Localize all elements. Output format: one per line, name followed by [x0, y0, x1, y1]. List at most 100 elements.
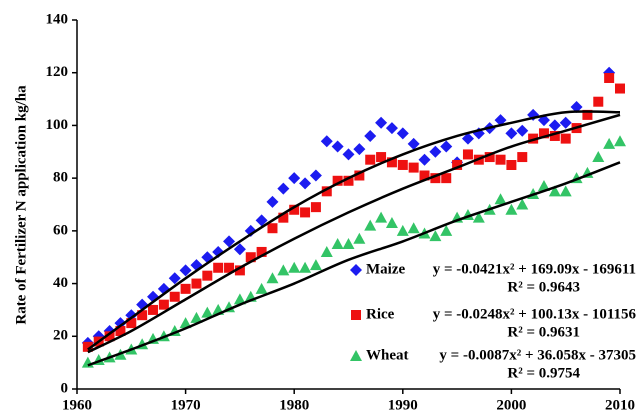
- point: [472, 127, 485, 140]
- legend-label: Rice: [366, 306, 395, 322]
- point: [180, 283, 191, 294]
- point: [148, 304, 159, 315]
- point: [255, 214, 268, 227]
- point: [537, 180, 550, 192]
- r-squared: R² = 0.9631: [507, 324, 580, 340]
- point: [353, 232, 366, 244]
- x-tick-label: 1980: [279, 397, 309, 413]
- point: [397, 159, 408, 170]
- point: [603, 137, 616, 149]
- point: [179, 264, 192, 277]
- legend-marker: [350, 264, 362, 276]
- point: [331, 238, 344, 250]
- legend-marker: [351, 310, 361, 320]
- point: [592, 151, 605, 163]
- point: [462, 149, 473, 160]
- y-tick-label: 40: [53, 275, 68, 291]
- point: [495, 154, 506, 165]
- point: [429, 145, 442, 158]
- point: [201, 306, 214, 318]
- point: [190, 311, 203, 323]
- point: [375, 116, 388, 129]
- point: [224, 262, 235, 273]
- point: [342, 148, 355, 161]
- point: [168, 272, 181, 285]
- point: [202, 270, 213, 281]
- point: [440, 140, 453, 153]
- point: [604, 72, 615, 83]
- point: [505, 127, 518, 140]
- point: [494, 193, 507, 205]
- y-tick-label: 120: [46, 64, 69, 80]
- point: [548, 119, 561, 132]
- point: [169, 291, 180, 302]
- point: [505, 203, 518, 215]
- point: [255, 282, 268, 294]
- y-tick-label: 60: [53, 222, 68, 238]
- point: [288, 172, 301, 185]
- point: [560, 133, 571, 144]
- x-tick-label: 2010: [605, 397, 635, 413]
- point: [309, 259, 322, 271]
- point: [516, 124, 529, 137]
- point: [548, 185, 561, 197]
- y-tick-label: 20: [53, 328, 68, 344]
- r-squared: R² = 0.9754: [507, 365, 580, 381]
- point: [233, 293, 246, 305]
- point: [342, 238, 355, 250]
- point: [396, 127, 409, 140]
- point: [593, 96, 604, 107]
- point: [614, 135, 626, 147]
- point: [191, 278, 202, 289]
- point: [233, 243, 246, 256]
- point: [407, 222, 420, 234]
- point: [244, 224, 257, 237]
- point: [277, 182, 290, 195]
- point: [212, 245, 225, 258]
- point: [396, 224, 409, 236]
- point: [517, 152, 528, 163]
- y-axis-label: Rate of Fertilizer N application kg/ha: [13, 85, 29, 325]
- point: [385, 216, 398, 228]
- point: [429, 230, 442, 242]
- point: [615, 83, 625, 94]
- trend-line: [87, 113, 621, 354]
- point: [365, 154, 376, 165]
- point: [353, 143, 366, 156]
- point: [299, 177, 312, 190]
- point: [277, 264, 290, 276]
- point: [320, 245, 333, 257]
- x-tick-label: 2000: [496, 397, 526, 413]
- point: [309, 169, 322, 182]
- point: [364, 219, 377, 231]
- point: [331, 140, 344, 153]
- r-squared: R² = 0.9643: [507, 279, 580, 295]
- point: [375, 211, 388, 223]
- point: [364, 129, 377, 142]
- y-tick-label: 100: [46, 117, 69, 133]
- point: [407, 137, 420, 150]
- point: [559, 116, 572, 129]
- point: [300, 207, 311, 218]
- point: [288, 261, 301, 273]
- y-tick-label: 140: [46, 11, 69, 27]
- trend-line: [87, 161, 621, 367]
- point: [299, 261, 312, 273]
- point: [408, 162, 419, 173]
- trend-equation: y = -0.0248x² + 100.13x - 101156: [433, 306, 637, 322]
- point: [570, 100, 583, 113]
- legend-label: Maize: [366, 261, 405, 277]
- y-tick-label: 0: [61, 380, 69, 396]
- point: [441, 173, 452, 184]
- point: [461, 132, 474, 145]
- x-tick-label: 1990: [388, 397, 418, 413]
- point: [418, 153, 431, 166]
- x-tick-label: 1960: [62, 397, 92, 413]
- x-tick-label: 1970: [171, 397, 201, 413]
- legend-marker: [350, 350, 362, 361]
- point: [104, 331, 115, 342]
- point: [81, 356, 94, 368]
- point: [213, 262, 224, 273]
- point: [267, 223, 278, 234]
